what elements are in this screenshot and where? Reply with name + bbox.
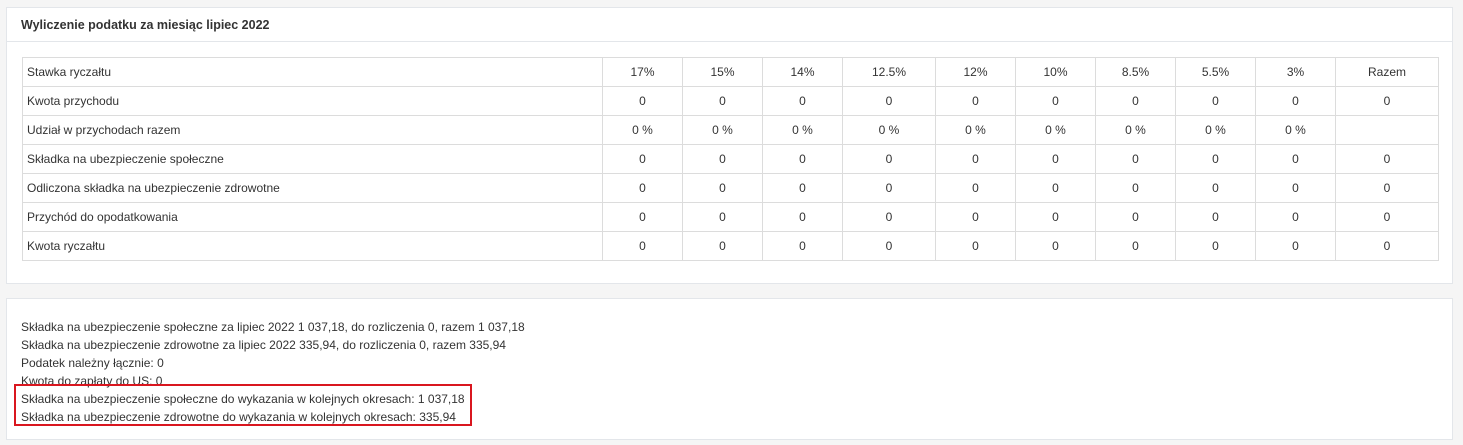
- tax-calculation-panel: Wyliczenie podatku za miesiąc lipiec 202…: [6, 7, 1453, 284]
- row-label-cell: Udział w przychodach razem: [22, 115, 603, 145]
- row-label-cell: Przychód do opodatkowania: [22, 202, 603, 232]
- value-cell: 0: [1335, 231, 1439, 261]
- value-cell: 0: [935, 202, 1016, 232]
- tax-rates-table: Stawka ryczałtu 17% 15% 14% 12.5% 12% 10…: [22, 57, 1439, 261]
- value-cell: 0: [842, 173, 936, 203]
- value-cell: 0: [1175, 202, 1256, 232]
- value-cell: 0: [1335, 86, 1439, 116]
- rate-header-cell: 10%: [1015, 57, 1096, 87]
- rate-header-cell: 12%: [935, 57, 1016, 87]
- header-label-cell: Stawka ryczałtu: [22, 57, 603, 87]
- row-label-cell: Składka na ubezpieczenie społeczne: [22, 144, 603, 174]
- value-cell: 0: [602, 231, 683, 261]
- value-cell: 0 %: [935, 115, 1016, 145]
- value-cell: 0: [762, 231, 843, 261]
- value-cell: 0: [682, 173, 763, 203]
- payment-due-line: Kwota do zapłaty do US: 0: [21, 374, 163, 388]
- value-cell: 0: [602, 202, 683, 232]
- value-cell: 0 %: [1255, 115, 1336, 145]
- value-cell: 0: [1255, 202, 1336, 232]
- table-row: Udział w przychodach razem 0 % 0 % 0 % 0 % 0 …: [22, 115, 1439, 145]
- value-cell: 0: [682, 144, 763, 174]
- value-cell: 0 %: [1095, 115, 1176, 145]
- value-cell: 0: [1015, 144, 1096, 174]
- value-cell: 0: [602, 144, 683, 174]
- value-cell: 0: [1175, 231, 1256, 261]
- panel-title: Wyliczenie podatku za miesiąc lipiec 202…: [7, 8, 1452, 42]
- value-cell: 0: [602, 173, 683, 203]
- value-cell: 0: [1175, 86, 1256, 116]
- social-contribution-line: Składka na ubezpieczenie społeczne za li…: [21, 320, 525, 334]
- value-cell: 0: [842, 202, 936, 232]
- health-carry-forward-line: Składka na ubezpieczenie zdrowotne do wy…: [21, 410, 456, 424]
- value-cell: 0 %: [1015, 115, 1096, 145]
- table-row: Składka na ubezpieczenie społeczne 0 0 0 0 0 0…: [22, 144, 1439, 174]
- value-cell: 0: [1015, 231, 1096, 261]
- value-cell: 0: [762, 173, 843, 203]
- value-cell: 0: [1335, 202, 1439, 232]
- health-contribution-line: Składka na ubezpieczenie zdrowotne za li…: [21, 338, 506, 352]
- rate-header-cell: 5.5%: [1175, 57, 1256, 87]
- value-cell: 0: [1175, 173, 1256, 203]
- table-row: Odliczona składka na ubezpieczenie zdrow…: [22, 173, 1439, 203]
- value-cell: 0: [842, 231, 936, 261]
- value-cell: 0: [682, 231, 763, 261]
- rate-header-cell: 3%: [1255, 57, 1336, 87]
- value-cell: [1335, 115, 1439, 145]
- total-header-cell: Razem: [1335, 57, 1439, 87]
- row-label-cell: Odliczona składka na ubezpieczenie zdrow…: [22, 173, 603, 203]
- value-cell: 0: [1335, 173, 1439, 203]
- value-cell: 0: [682, 86, 763, 116]
- value-cell: 0: [935, 231, 1016, 261]
- value-cell: 0: [1175, 144, 1256, 174]
- value-cell: 0: [842, 86, 936, 116]
- rate-header-cell: 15%: [682, 57, 763, 87]
- value-cell: 0: [1015, 86, 1096, 116]
- table-row: Kwota przychodu 0 0 0 0 0 0 0 0 0 0: [22, 86, 1439, 116]
- value-cell: 0: [935, 86, 1016, 116]
- value-cell: 0: [1015, 173, 1096, 203]
- rate-header-cell: 17%: [602, 57, 683, 87]
- rate-header-cell: 12.5%: [842, 57, 936, 87]
- rate-header-cell: 14%: [762, 57, 843, 87]
- value-cell: 0: [842, 144, 936, 174]
- value-cell: 0 %: [602, 115, 683, 145]
- value-cell: 0: [1095, 202, 1176, 232]
- tax-due-line: Podatek należny łącznie: 0: [21, 356, 164, 370]
- row-label-cell: Kwota przychodu: [22, 86, 603, 116]
- table-row: Przychód do opodatkowania 0 0 0 0 0 0 0 0 0 0: [22, 202, 1439, 232]
- value-cell: 0: [1095, 144, 1176, 174]
- row-label-cell: Kwota ryczałtu: [22, 231, 603, 261]
- value-cell: 0: [935, 173, 1016, 203]
- social-carry-forward-line: Składka na ubezpieczenie społeczne do wy…: [21, 392, 465, 406]
- value-cell: 0: [602, 86, 683, 116]
- value-cell: 0: [1335, 144, 1439, 174]
- tax-summary-panel: Składka na ubezpieczenie społeczne za li…: [6, 298, 1453, 440]
- value-cell: 0: [1015, 202, 1096, 232]
- value-cell: 0: [762, 144, 843, 174]
- value-cell: 0: [762, 86, 843, 116]
- value-cell: 0: [1255, 231, 1336, 261]
- value-cell: 0 %: [1175, 115, 1256, 145]
- value-cell: 0: [1095, 86, 1176, 116]
- value-cell: 0: [682, 202, 763, 232]
- table-row: Kwota ryczałtu 0 0 0 0 0 0 0 0 0 0: [22, 231, 1439, 261]
- table-header-row: Stawka ryczałtu 17% 15% 14% 12.5% 12% 10…: [22, 57, 1439, 87]
- value-cell: 0 %: [762, 115, 843, 145]
- value-cell: 0 %: [682, 115, 763, 145]
- value-cell: 0: [935, 144, 1016, 174]
- value-cell: 0: [1095, 231, 1176, 261]
- rate-header-cell: 8.5%: [1095, 57, 1176, 87]
- value-cell: 0: [1255, 173, 1336, 203]
- value-cell: 0: [1255, 144, 1336, 174]
- value-cell: 0 %: [842, 115, 936, 145]
- value-cell: 0: [762, 202, 843, 232]
- value-cell: 0: [1255, 86, 1336, 116]
- value-cell: 0: [1095, 173, 1176, 203]
